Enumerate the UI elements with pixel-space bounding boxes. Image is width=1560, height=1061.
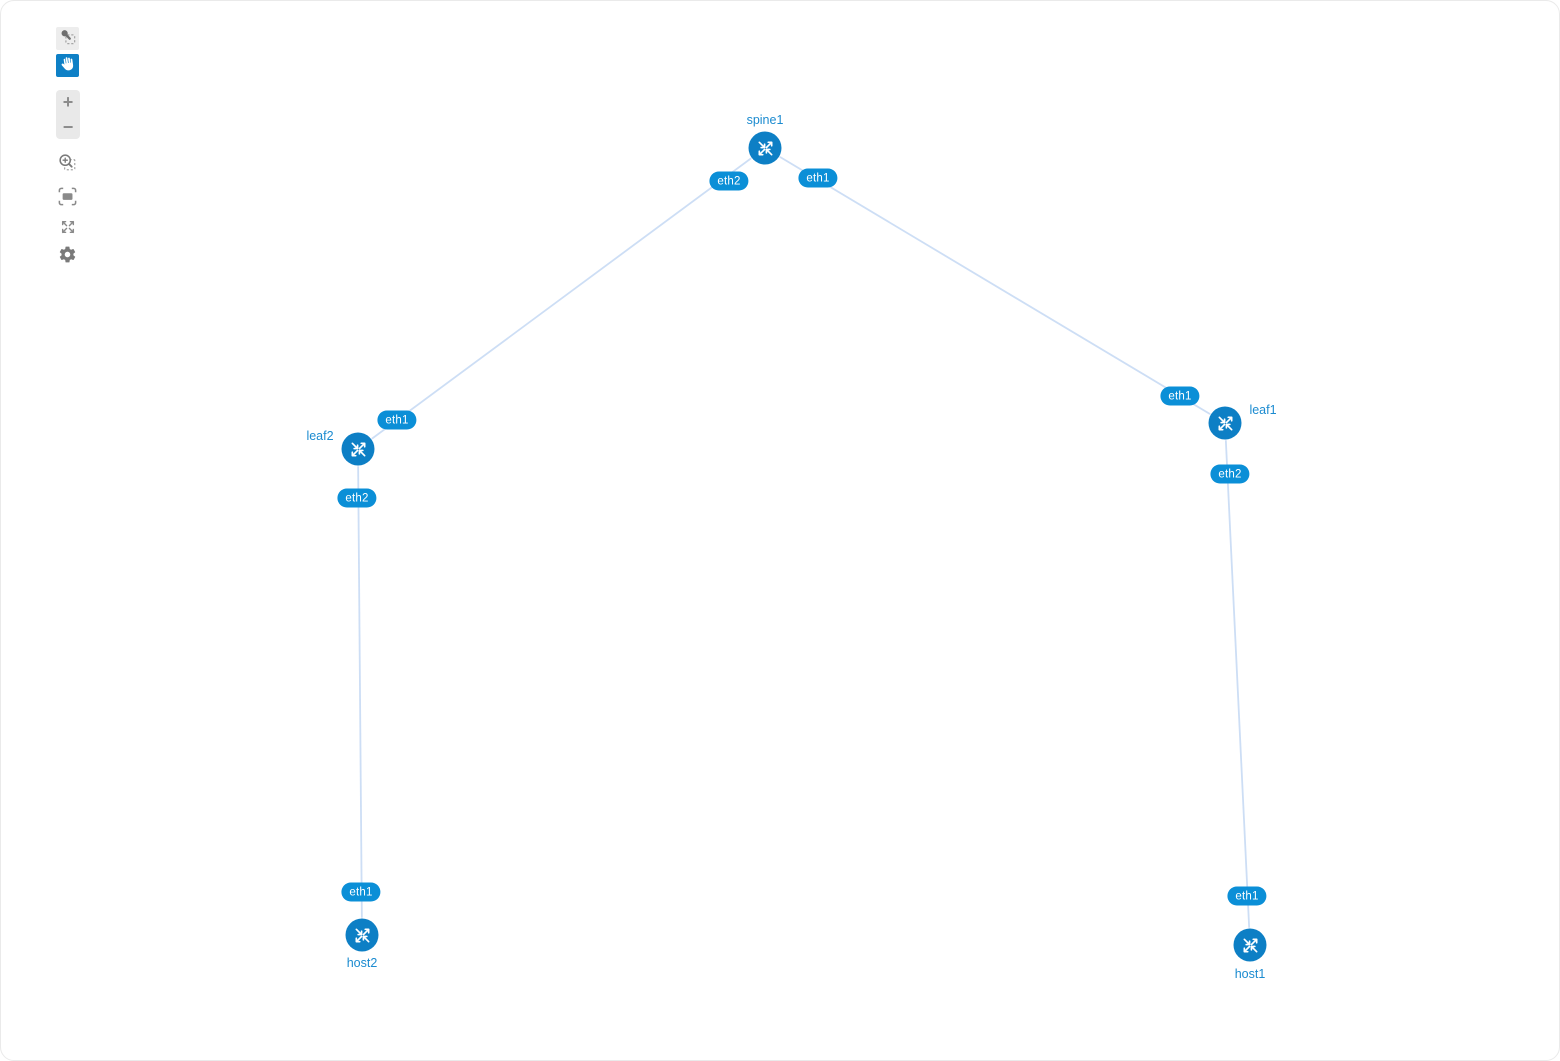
zoom-out-button[interactable]: − bbox=[56, 115, 80, 140]
router-icon bbox=[355, 928, 369, 942]
node-label-leaf1: leaf1 bbox=[1249, 403, 1277, 417]
hand-icon bbox=[59, 56, 76, 76]
magnifier-plus-icon bbox=[57, 152, 78, 176]
router-icon bbox=[351, 442, 365, 456]
interface-badge-host2-eth1[interactable]: eth1 bbox=[341, 882, 381, 902]
interface-badge-host1-eth1[interactable]: eth1 bbox=[1227, 886, 1267, 906]
node-host1[interactable] bbox=[1233, 928, 1267, 962]
pan-mode-button[interactable] bbox=[56, 54, 79, 77]
link-spine1-leaf2[interactable] bbox=[357, 147, 766, 450]
router-icon bbox=[1243, 938, 1257, 952]
zoom-in-button[interactable]: + bbox=[56, 90, 80, 115]
expand-arrows-icon bbox=[60, 219, 76, 238]
node-label-spine1: spine1 bbox=[746, 113, 784, 127]
interface-badge-leaf2-eth2[interactable]: eth2 bbox=[337, 488, 377, 508]
node-label-host1: host1 bbox=[1234, 967, 1266, 981]
link-spine1-leaf1[interactable] bbox=[764, 147, 1226, 424]
fit-to-view-button[interactable] bbox=[56, 186, 79, 209]
interface-badge-leaf2-eth1[interactable]: eth1 bbox=[377, 410, 417, 430]
settings-button[interactable] bbox=[56, 244, 79, 267]
node-leaf2[interactable] bbox=[341, 432, 375, 466]
node-label-leaf2: leaf2 bbox=[306, 429, 334, 443]
router-icon bbox=[1218, 416, 1232, 430]
gear-icon bbox=[58, 245, 77, 267]
interface-badge-leaf1-eth1[interactable]: eth1 bbox=[1160, 386, 1200, 406]
node-label-host2: host2 bbox=[346, 956, 378, 970]
router-icon bbox=[758, 141, 772, 155]
fit-screen-icon bbox=[57, 186, 78, 210]
interface-badge-leaf1-eth2[interactable]: eth2 bbox=[1210, 464, 1250, 484]
link-leaf2-host2[interactable] bbox=[357, 448, 363, 936]
select-mode-button[interactable] bbox=[56, 27, 79, 50]
node-spine1[interactable] bbox=[748, 131, 782, 165]
node-leaf1[interactable] bbox=[1208, 406, 1242, 440]
link-leaf1-host1[interactable] bbox=[1224, 422, 1251, 946]
interface-badge-spine1-eth2[interactable]: eth2 bbox=[709, 171, 749, 191]
interface-badge-spine1-eth1[interactable]: eth1 bbox=[798, 168, 838, 188]
node-host2[interactable] bbox=[345, 918, 379, 952]
fullscreen-button[interactable] bbox=[56, 217, 79, 240]
zoom-to-selection-button[interactable] bbox=[56, 152, 79, 175]
pointer-select-icon bbox=[58, 27, 78, 50]
zoom-panel: + − bbox=[56, 90, 80, 139]
